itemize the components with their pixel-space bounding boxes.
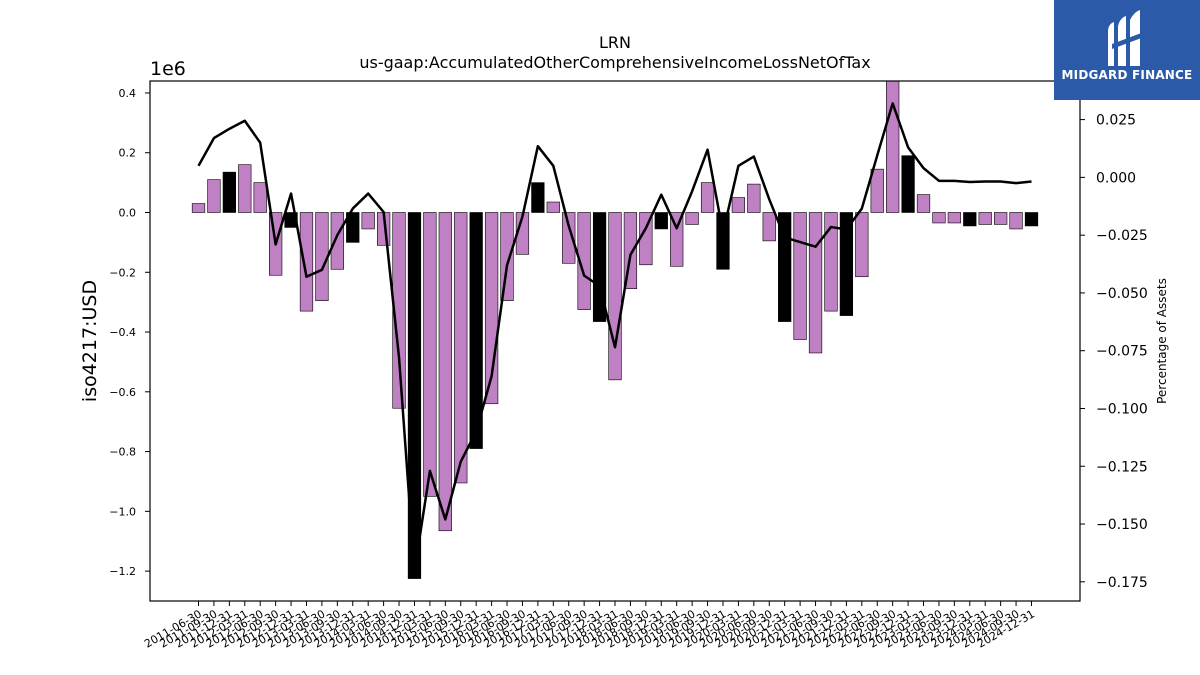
y2-tick-label: −0.025: [1096, 228, 1148, 244]
chart-title: LRN: [599, 33, 631, 52]
bar: [346, 212, 360, 243]
bar: [654, 212, 668, 230]
y2-tick-label: 0.000: [1096, 170, 1136, 186]
midgard-logo-icon: [1108, 10, 1144, 66]
bar: [901, 155, 915, 213]
bar: [886, 80, 900, 213]
y-tick-label: −0.4: [109, 326, 136, 339]
y-tick-label: 0.2: [119, 147, 137, 160]
y-tick-label: −1.2: [109, 565, 136, 578]
bar-series: [191, 80, 1039, 579]
y-tick-label: −0.8: [109, 446, 136, 459]
logo-text: MIDGARD FINANCE: [1061, 68, 1193, 82]
bar: [762, 212, 776, 242]
bar: [608, 212, 622, 381]
bar: [670, 212, 684, 267]
bar: [531, 182, 545, 213]
bar: [454, 212, 468, 484]
bar: [747, 183, 761, 213]
bar: [238, 164, 252, 213]
y2-tick-label: −0.175: [1096, 575, 1148, 591]
bar: [407, 212, 422, 579]
percentage-of-assets-line: [197, 102, 1032, 573]
bar: [438, 212, 452, 532]
bar: [423, 212, 437, 497]
bar: [253, 182, 267, 213]
bar: [361, 212, 375, 230]
bar: [839, 212, 854, 316]
y2-tick-label: 0.025: [1096, 113, 1136, 129]
y2-tick-label: −0.075: [1096, 344, 1148, 360]
bar: [685, 212, 699, 225]
bar: [778, 212, 792, 322]
bar: [731, 197, 746, 213]
y2-tick-label: −0.150: [1096, 517, 1148, 533]
bar: [808, 212, 823, 354]
bar: [315, 212, 329, 301]
bar: [994, 212, 1008, 225]
bar: [330, 212, 344, 270]
bar: [978, 212, 992, 225]
bar: [793, 212, 807, 340]
bar: [207, 179, 221, 213]
bar: [577, 212, 591, 310]
y-tick-label: −1.0: [109, 505, 136, 518]
bar: [700, 182, 715, 213]
bar: [932, 212, 946, 224]
y-tick-label: −0.2: [109, 266, 136, 279]
bar: [299, 212, 314, 312]
bar: [824, 212, 838, 312]
bar: [963, 212, 977, 227]
bar: [916, 194, 931, 213]
bar: [500, 212, 514, 301]
bar: [191, 203, 206, 213]
y2-axis-label: Percentage of Assets: [1155, 278, 1169, 404]
bar: [392, 212, 406, 409]
y-tick-label: −0.6: [109, 386, 136, 399]
bar: [469, 212, 483, 449]
bar: [716, 212, 730, 270]
y-axis-label: iso4217:USD: [79, 280, 101, 402]
y-tick-label: 0.4: [119, 87, 137, 100]
y-offset-label: 1e6: [150, 58, 186, 80]
left-y-axis-ticks: 0.4 0.2 0.0 −0.2 −0.4 −0.6 −0.8 −1.0 −1.2: [109, 87, 150, 578]
line-series-group: [197, 102, 1032, 573]
chart-subtitle: us-gaap:AccumulatedOtherComprehensiveInc…: [359, 53, 870, 72]
x-axis-ticks: 2011-06-302011-09-302011-12-312012-03-31…: [142, 601, 1037, 651]
bar: [855, 212, 869, 278]
y-tick-label: 0.0: [119, 206, 137, 219]
bar: [1024, 212, 1039, 227]
y2-tick-label: −0.050: [1096, 286, 1148, 302]
bar: [222, 171, 236, 213]
plot-frame: [149, 80, 1081, 602]
y2-tick-label: −0.100: [1096, 401, 1148, 417]
right-y-axis-ticks: 0.025 0.000 −0.025 −0.050 −0.075 −0.100 −0.125…: [1080, 113, 1148, 591]
bar: [1009, 212, 1023, 230]
bar: [947, 212, 961, 224]
y2-tick-label: −0.125: [1096, 459, 1148, 475]
bar: [562, 212, 576, 264]
bar: [870, 168, 884, 213]
bar: [546, 201, 560, 213]
brand-logo: MIDGARD FINANCE: [1054, 0, 1200, 100]
